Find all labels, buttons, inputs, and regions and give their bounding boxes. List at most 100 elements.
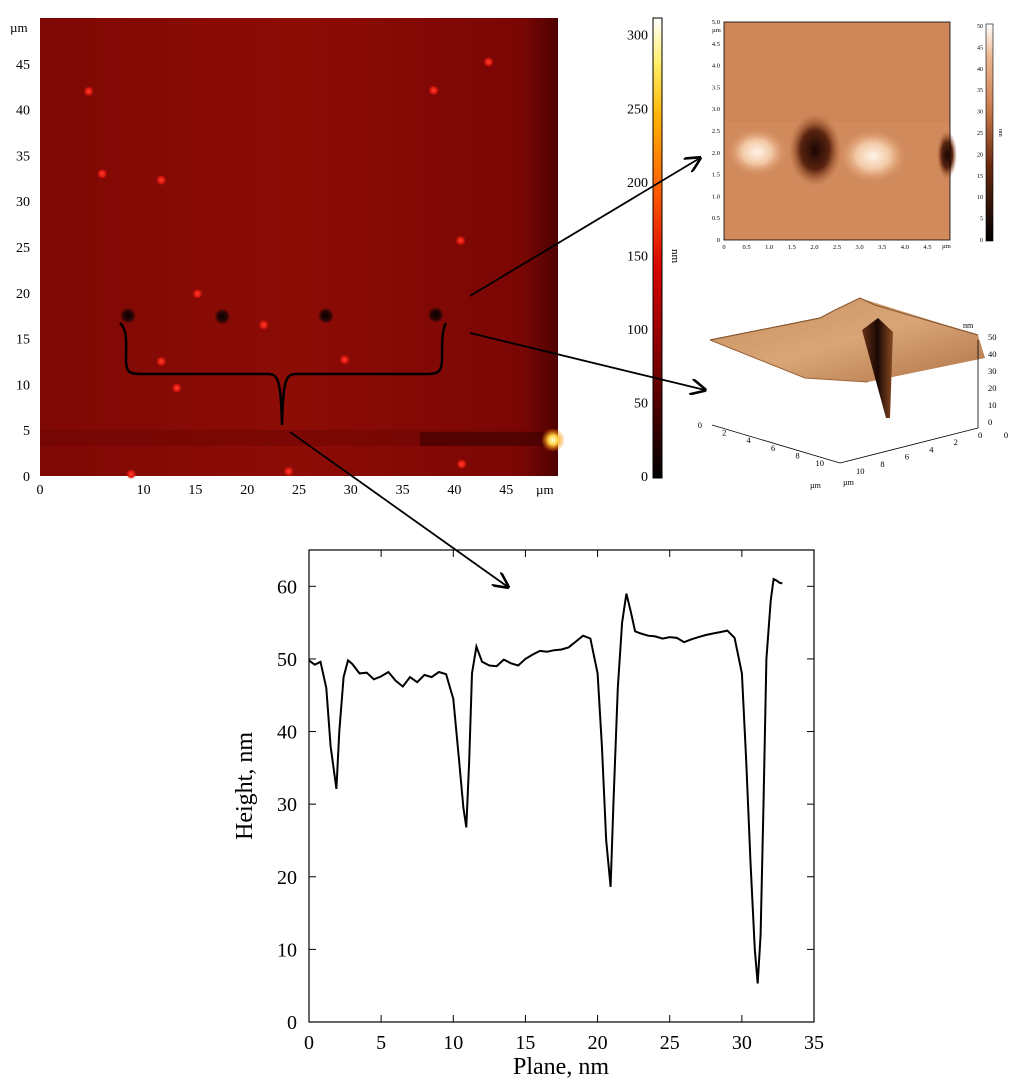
surface-particle	[83, 86, 94, 97]
main-map-x-tick: 25	[292, 483, 306, 498]
surface-pit	[214, 308, 231, 325]
inset-2d-map: 5.04.54.03.53.02.52.01.51.00.500 0.5 1.0 1.…	[712, 19, 1003, 251]
profile-x-tick-label: 35	[804, 1032, 824, 1054]
inset-2d-colorbar-tick: 45	[977, 45, 983, 51]
main-map-x-tick: 20	[240, 483, 254, 498]
inset-2d-y-tick: 5.0	[712, 19, 720, 26]
surface-particle	[483, 56, 494, 67]
main-map-x-tick: 10	[137, 483, 151, 498]
surface-pit	[317, 307, 334, 324]
inset-2d-colorbar-tick: 35	[977, 88, 983, 94]
colorbar-unit: nm	[669, 249, 681, 264]
profile-x-tick-label: 20	[588, 1032, 608, 1054]
inset-2d-y-tick: 4.5	[712, 41, 720, 48]
arrow-right-icon	[469, 332, 705, 390]
profile-series-line	[308, 577, 783, 984]
inset-2d-x-tick: 2.5	[833, 244, 841, 251]
surface-particle	[192, 288, 203, 299]
profile-x-tick-label: 30	[732, 1032, 752, 1054]
colorbar-tick: 250	[627, 102, 648, 117]
inset-3d-right-tick: 10	[856, 466, 865, 476]
inset-2d-colorbar-tick: 40	[977, 67, 983, 73]
profile-y-tick-label: 20	[277, 867, 297, 889]
main-map-y-tick: 0	[23, 470, 30, 485]
inset-2d-x-unit: µm	[942, 243, 951, 250]
profile-x-tick-label: 15	[515, 1032, 535, 1054]
profile-y-tick-label: 60	[277, 576, 297, 598]
inset-3d-right-end-tick: 0	[1004, 430, 1008, 440]
inset-2d-colorbar-tick: 25	[977, 131, 983, 137]
profile-x-tick-label: 25	[660, 1032, 680, 1054]
colorbar-tick: 200	[627, 176, 648, 191]
inset-3d-left-tick: 10	[816, 458, 825, 468]
main-map-x-tick: 30	[344, 483, 358, 498]
inset-3d-right-tick: 6	[905, 452, 909, 462]
profile-y-tick-label: 30	[277, 794, 297, 816]
inset-2d-colorbar-tick: 30	[977, 110, 983, 116]
inset-2d-x-tick: 0	[722, 244, 725, 251]
inset-2d-colorbar-tick: 10	[977, 195, 983, 201]
main-map-y-tick: 30	[16, 195, 30, 210]
main-map-y-tick: 5	[23, 424, 30, 439]
inset-2d-colorbar-tick: 20	[977, 152, 983, 158]
inset-2d-x-tick: 4.0	[901, 244, 909, 251]
main-map-y-tick: 25	[16, 241, 30, 256]
inset-3d-right-tick: 8	[880, 459, 884, 469]
inset-3d-right-tick: 0	[978, 430, 982, 440]
inset-3d-z-tick: 40	[988, 349, 997, 359]
surface-particle	[97, 168, 108, 179]
main-map-x-tick: 35	[396, 483, 410, 498]
inset-2d-x-tick: 3.5	[878, 244, 886, 251]
surface-pit	[120, 307, 137, 324]
surface-pit	[427, 306, 444, 323]
profile-x-tick-label: 10	[443, 1032, 463, 1054]
inset-2d-colorbar-unit: nm	[997, 129, 1003, 137]
inset-2d-y-tick: 1.5	[712, 172, 720, 179]
inset-3d-z-tick: 50	[988, 332, 997, 342]
surface-particle	[455, 235, 466, 246]
inset-2d-colorbar-tick: 15	[977, 174, 983, 180]
inset-2d-y-unit: µm	[712, 27, 721, 34]
main-map-y-tick: 35	[16, 149, 30, 164]
surface-particle	[456, 459, 467, 470]
inset-3d-z-unit: nm	[963, 321, 974, 330]
inset-2d-x-tick: 3.0	[856, 244, 864, 251]
inset-2d-x-tick: 1.0	[765, 244, 773, 251]
inset-2d-x-tick: 1.5	[788, 244, 796, 251]
height-profile-chart: 0 5 10 15 20 25 30 35 0 10 20 30 40 50 60 Plane, nm He…	[232, 549, 824, 1080]
height-colorbar: 300 250 200 150 100 50 0 nm	[627, 17, 681, 485]
inset-3d-z-tick: 0	[988, 417, 992, 427]
arrow-right-icon	[289, 431, 508, 587]
colorbar-tick: 100	[627, 323, 648, 338]
surface-particle	[156, 175, 167, 186]
profile-y-tick-label: 10	[277, 939, 297, 961]
main-map-x-unit: µm	[536, 482, 554, 497]
inset-3d-right-unit: µm	[843, 478, 855, 487]
profile-y-tick-label: 0	[287, 1012, 297, 1034]
inset-2d-x-tick: 0.5	[743, 244, 751, 251]
main-map-y-tick: 40	[16, 104, 30, 119]
surface-particle	[428, 85, 439, 96]
profile-y-tick-label: 50	[277, 649, 297, 671]
inset-2d-colorbar-tick: 50	[977, 24, 983, 30]
main-map-y-tick: 15	[16, 333, 30, 348]
inset-2d-y-tick: 1.0	[712, 193, 720, 200]
inset-2d-colorbar-tick: 0	[980, 238, 983, 244]
inset-2d-y-tick: 2.5	[712, 128, 720, 135]
inset-3d-left-tick: 8	[795, 450, 799, 460]
inset-2d-x-tick: 2.0	[810, 244, 818, 251]
arrow-right-icon	[469, 158, 700, 297]
main-map-y-tick: 10	[16, 378, 30, 393]
inset-3d-left-tick: 0	[698, 420, 702, 430]
main-map-x-tick: 15	[188, 483, 202, 498]
inset-3d-left-tick: 4	[747, 435, 752, 445]
main-map-image	[40, 18, 565, 480]
main-map-x-tick: 40	[447, 483, 461, 498]
surface-particle	[258, 319, 269, 330]
bright-hotspot	[541, 428, 565, 452]
inset-2d-y-tick: 3.0	[712, 106, 720, 113]
surface-particle	[283, 466, 294, 477]
profile-x-tick-label: 5	[376, 1032, 386, 1054]
